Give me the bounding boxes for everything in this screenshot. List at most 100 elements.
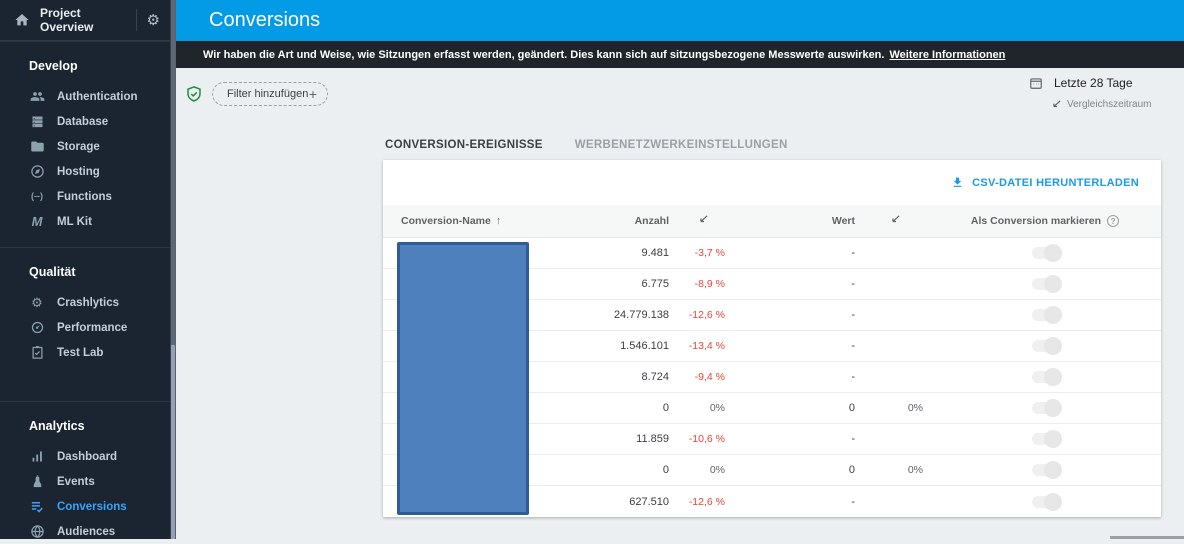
sidebar-scrollbar[interactable] xyxy=(170,0,176,539)
value-cell: - xyxy=(851,371,855,383)
toggle-knob xyxy=(1043,461,1062,479)
sidebar-item-label: Events xyxy=(57,475,95,488)
sidebar-item-test-lab[interactable]: Test Lab xyxy=(0,340,170,365)
toggle-knob xyxy=(1043,430,1062,448)
help-icon[interactable]: ? xyxy=(1107,215,1120,227)
count-cell: 1.546.101 xyxy=(620,340,669,352)
scrollbar-thumb[interactable] xyxy=(171,0,175,345)
value-cell: - xyxy=(851,278,855,290)
mark-as-conversion-toggle[interactable] xyxy=(1031,337,1062,355)
clipboard-check-icon xyxy=(29,345,45,361)
notification-bar: Wir haben die Art und Weise, wie Sitzung… xyxy=(176,41,1184,68)
compare-range[interactable]: Vergleichszeitraum xyxy=(1051,99,1184,110)
mark-as-conversion-toggle[interactable] xyxy=(1031,399,1062,417)
add-filter-chip[interactable]: Filter hinzufügen + xyxy=(212,82,328,106)
project-overview-label: Project Overview xyxy=(40,6,94,34)
mark-as-conversion-toggle[interactable] xyxy=(1031,430,1062,448)
section-analytics: Analytics Dashboard Events Conversions A… xyxy=(0,401,170,544)
count-change-cell: 0% xyxy=(709,402,725,414)
tab-ad-network-settings[interactable]: WERBENETZWERKEINSTELLUNGEN xyxy=(574,139,788,151)
value-cell: - xyxy=(851,309,855,321)
sidebar-item-label: Storage xyxy=(57,140,100,153)
value-trend-icon[interactable] xyxy=(890,214,901,228)
sidebar-item-label: Crashlytics xyxy=(57,296,120,309)
sidebar-item-label: ML Kit xyxy=(57,215,92,228)
mark-as-conversion-toggle[interactable] xyxy=(1031,368,1062,386)
functions-icon: (--) xyxy=(31,191,43,201)
count-change-cell: -13,4 % xyxy=(688,340,725,352)
mark-as-conversion-toggle[interactable] xyxy=(1031,492,1062,511)
column-mark-as-conversion: Als Conversion markieren ? xyxy=(971,215,1120,227)
value-cell: - xyxy=(851,495,855,508)
sidebar-item-crashlytics[interactable]: ⚙ Crashlytics xyxy=(0,290,170,315)
count-cell: 24.779.138 xyxy=(613,309,669,321)
speedometer-icon xyxy=(29,320,45,336)
tab-bar: CONVERSION-EREIGNISSE WERBENETZWERKEINST… xyxy=(383,131,790,163)
sidebar-item-database[interactable]: Database xyxy=(0,109,170,134)
sidebar-item-label: Conversions xyxy=(57,500,127,513)
table-row: 0 0% 0 0% xyxy=(383,393,1161,424)
toggle-knob xyxy=(1043,492,1062,511)
sidebar-item-functions[interactable]: (--) Functions xyxy=(0,184,170,209)
sidebar-item-storage[interactable]: Storage xyxy=(0,134,170,159)
value-cell: - xyxy=(851,247,855,259)
shield-check-icon xyxy=(187,86,201,102)
audiences-globe-icon xyxy=(29,524,45,540)
notification-link[interactable]: Weitere Informationen xyxy=(889,48,1006,61)
sidebar-item-hosting[interactable]: Hosting xyxy=(0,159,170,184)
count-change-cell: -12,6 % xyxy=(688,495,725,508)
sidebar-item-authentication[interactable]: Authentication xyxy=(0,84,170,109)
column-conversion-name[interactable]: Conversion-Name ↑ xyxy=(401,215,502,227)
sidebar-item-label: Hosting xyxy=(57,165,100,178)
date-range-label: Letzte 28 Tage xyxy=(1054,76,1133,90)
sidebar-item-label: Test Lab xyxy=(57,346,104,359)
table-row: 6.775 -8,9 % - xyxy=(383,269,1161,300)
folder-icon xyxy=(29,139,45,155)
main-area: Conversions Wir haben die Art und Weise,… xyxy=(176,0,1184,539)
page-title: Conversions xyxy=(209,9,321,31)
toggle-knob xyxy=(1043,275,1062,293)
content-area: Filter hinzufügen + Letzte 28 Tage Vergl… xyxy=(176,68,1184,539)
sidebar-item-label: Dashboard xyxy=(57,450,118,463)
redaction-overlay xyxy=(397,242,529,515)
home-icon xyxy=(15,14,29,26)
date-range-selector[interactable]: Letzte 28 Tage xyxy=(1029,76,1184,90)
count-cell: 6.775 xyxy=(641,278,669,290)
conversions-icon xyxy=(29,499,45,515)
sidebar: Project Overview ⚙ Develop Authenticatio… xyxy=(0,0,170,539)
sidebar-item-conversions[interactable]: Conversions xyxy=(0,494,170,519)
date-range: Letzte 28 Tage Vergleichszeitraum xyxy=(1029,76,1184,110)
toggle-knob xyxy=(1043,337,1062,355)
divider xyxy=(135,9,137,31)
settings-gear-icon[interactable]: ⚙ xyxy=(146,11,160,29)
sidebar-item-dashboard[interactable]: Dashboard xyxy=(0,444,170,469)
sidebar-item-performance[interactable]: Performance xyxy=(0,315,170,340)
table-row: 24.779.138 -12,6 % - xyxy=(383,300,1161,331)
tab-conversion-events[interactable]: CONVERSION-EREIGNISSE xyxy=(383,131,545,163)
value-change-cell: 0% xyxy=(907,464,923,476)
mark-as-conversion-toggle[interactable] xyxy=(1031,275,1062,293)
count-trend-icon[interactable] xyxy=(698,214,709,228)
count-cell: 0 xyxy=(662,464,669,476)
count-change-cell: -10,6 % xyxy=(688,433,725,445)
mark-as-conversion-toggle[interactable] xyxy=(1031,244,1062,262)
value-change-cell: 0% xyxy=(907,402,923,414)
calendar-icon xyxy=(1030,78,1042,89)
sidebar-item-label: Database xyxy=(57,115,109,128)
sidebar-item-audiences[interactable]: Audiences xyxy=(0,519,170,544)
project-overview-row[interactable]: Project Overview ⚙ xyxy=(0,0,170,41)
compare-range-label: Vergleichszeitraum xyxy=(1067,99,1152,110)
section-develop: Develop Authentication Database Storage … xyxy=(0,41,170,247)
count-cell: 9.481 xyxy=(641,247,669,259)
count-cell: 0 xyxy=(662,402,669,414)
table-body: 9.481 -3,7 % - 6.775 -8,9 % - 24.779.138… xyxy=(383,238,1161,517)
count-change-cell: -3,7 % xyxy=(694,247,725,259)
table-row: 9.481 -3,7 % - xyxy=(383,238,1161,269)
toggle-knob xyxy=(1043,368,1062,386)
mark-as-conversion-toggle[interactable] xyxy=(1031,306,1062,324)
csv-download-button[interactable]: CSV-DATEI HERUNTERLADEN xyxy=(951,176,1139,189)
mark-as-conversion-toggle[interactable] xyxy=(1031,461,1062,479)
add-filter-label: Filter hinzufügen xyxy=(227,88,309,100)
sidebar-item-ml-kit[interactable]: M ML Kit xyxy=(0,209,170,234)
sidebar-item-events[interactable]: Events xyxy=(0,469,170,494)
